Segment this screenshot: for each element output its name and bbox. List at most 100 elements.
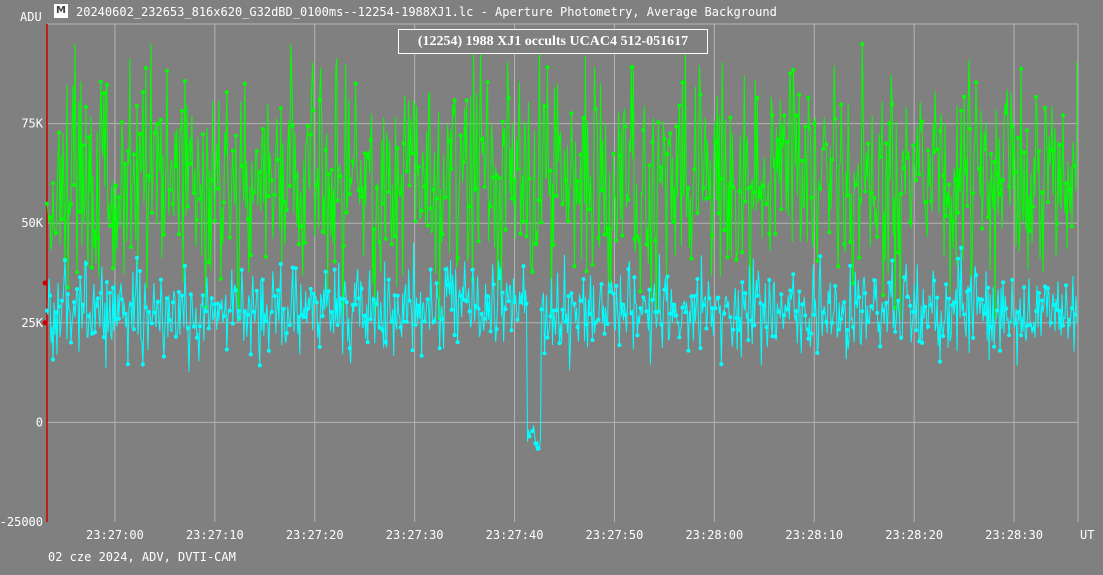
- comparison-point: [191, 191, 196, 196]
- comparison-point: [680, 80, 685, 85]
- target-point: [440, 317, 445, 322]
- comparison-point: [314, 182, 319, 187]
- target-point: [824, 319, 829, 324]
- target-point: [251, 309, 256, 314]
- target-point: [932, 278, 937, 283]
- comparison-point: [725, 255, 730, 260]
- comparison-point: [551, 243, 556, 247]
- target-point: [602, 331, 607, 336]
- comparison-point: [332, 259, 337, 264]
- comparison-point: [356, 188, 361, 193]
- comparison-point: [791, 67, 796, 72]
- target-point: [203, 309, 208, 314]
- target-point: [527, 434, 532, 439]
- target-point: [578, 298, 583, 303]
- app-icon[interactable]: M: [54, 4, 68, 18]
- target-point: [563, 319, 568, 324]
- x-tick-label: 23:28:30: [985, 528, 1043, 542]
- comparison-point: [200, 132, 205, 137]
- comparison-point: [635, 234, 640, 239]
- comparison-point: [758, 195, 763, 200]
- comparison-point: [113, 183, 118, 188]
- target-point: [1028, 323, 1032, 327]
- comparison-point: [941, 173, 946, 178]
- target-point: [1058, 308, 1062, 313]
- target-point: [131, 327, 136, 332]
- comparison-point: [944, 214, 949, 219]
- target-point: [710, 306, 715, 311]
- target-point: [398, 325, 403, 330]
- comparison-point: [164, 68, 169, 73]
- comparison-point: [48, 215, 52, 220]
- target-point: [263, 319, 268, 323]
- target-point: [194, 335, 199, 340]
- target-point: [503, 307, 508, 312]
- target-point: [1070, 306, 1074, 311]
- target-point: [392, 293, 397, 298]
- target-point: [218, 305, 223, 310]
- comparison-point: [452, 98, 457, 103]
- comparison-point: [980, 226, 985, 231]
- comparison-point: [908, 220, 913, 225]
- comparison-point: [54, 230, 58, 235]
- comparison-point: [824, 142, 829, 147]
- comparison-point: [992, 159, 997, 164]
- y-tick-label: 25K: [21, 316, 43, 330]
- target-point: [701, 303, 706, 308]
- comparison-point: [965, 203, 970, 208]
- comparison-point: [392, 234, 397, 239]
- comparison-point: [497, 176, 502, 181]
- comparison-point: [266, 194, 271, 199]
- target-point: [689, 294, 694, 299]
- comparison-point: [90, 265, 94, 270]
- target-point: [1016, 310, 1021, 315]
- comparison-point: [302, 240, 307, 245]
- target-point: [788, 288, 793, 293]
- target-point: [227, 308, 232, 313]
- comparison-point: [746, 186, 751, 191]
- target-point: [560, 307, 565, 312]
- target-point: [338, 296, 343, 301]
- target-point: [90, 331, 94, 336]
- target-point: [116, 316, 121, 321]
- comparison-point: [530, 270, 535, 274]
- comparison-point: [626, 197, 631, 202]
- comparison-point: [1007, 184, 1012, 189]
- comparison-point: [641, 127, 646, 132]
- comparison-point: [749, 184, 754, 189]
- target-point: [119, 297, 124, 302]
- target-point: [87, 314, 91, 318]
- target-point: [1049, 320, 1053, 325]
- target-point: [347, 346, 352, 351]
- target-point: [590, 338, 595, 342]
- target-point: [866, 319, 871, 324]
- comparison-point: [233, 133, 238, 138]
- target-point: [224, 347, 229, 352]
- y-tick-label: -25000: [0, 515, 43, 529]
- target-point: [857, 295, 862, 300]
- target-point: [146, 309, 151, 314]
- comparison-point: [593, 106, 598, 111]
- comparison-point: [242, 81, 247, 86]
- target-point: [1046, 286, 1050, 291]
- target-point: [977, 297, 982, 301]
- comparison-point: [575, 179, 580, 183]
- comparison-point: [581, 115, 586, 120]
- target-point: [350, 302, 355, 307]
- comparison-point: [386, 189, 391, 194]
- comparison-point: [176, 232, 181, 237]
- target-point: [437, 346, 442, 351]
- comparison-point: [1010, 124, 1015, 129]
- target-point: [611, 291, 616, 296]
- target-point: [902, 275, 907, 280]
- comparison-point: [755, 95, 760, 100]
- comparison-point: [1055, 221, 1059, 226]
- target-point: [746, 338, 751, 342]
- target-point: [941, 334, 946, 339]
- comparison-point: [863, 189, 868, 194]
- target-point: [326, 289, 331, 294]
- target-point: [84, 261, 88, 266]
- target-point: [296, 315, 301, 319]
- target-point: [374, 302, 379, 307]
- target-point: [911, 309, 916, 314]
